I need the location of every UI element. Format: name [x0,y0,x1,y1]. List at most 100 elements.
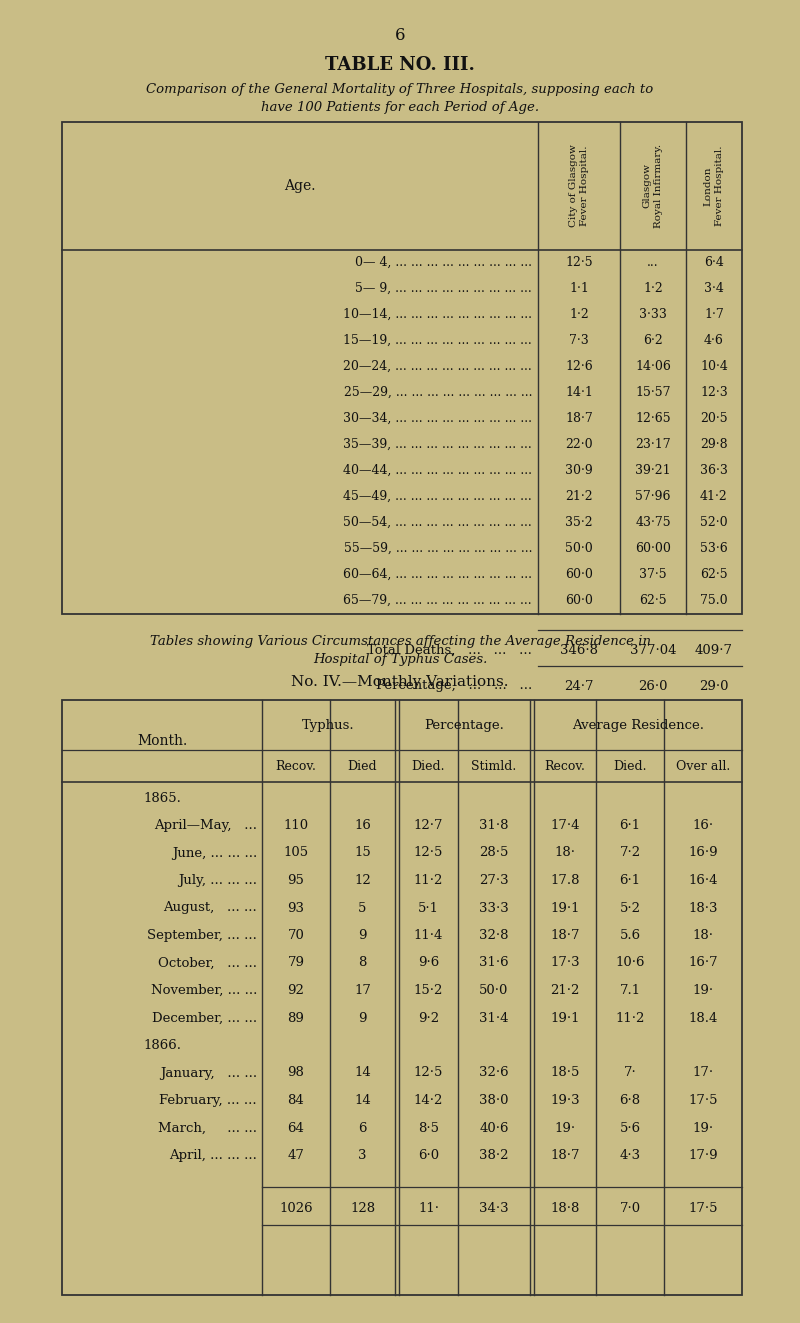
Text: 5: 5 [358,901,366,914]
Text: 50—54, ... ... ... ... ... ... ... ... ...: 50—54, ... ... ... ... ... ... ... ... .… [343,516,532,528]
Text: 19·1: 19·1 [550,901,580,914]
Text: 34·3: 34·3 [479,1203,509,1216]
Text: 17·5: 17·5 [688,1203,718,1216]
Text: 7·: 7· [624,1066,636,1080]
Text: February, ... ...: February, ... ... [159,1094,257,1107]
Text: 29·0: 29·0 [699,680,729,692]
Text: Died.: Died. [412,759,446,773]
Text: Percentage,   ...   ...   ...: Percentage, ... ... ... [376,680,532,692]
Text: 11·2: 11·2 [615,1012,645,1024]
Text: 79: 79 [287,957,305,970]
Text: 8: 8 [358,957,366,970]
Text: June, ... ... ...: June, ... ... ... [172,847,257,860]
Text: 33·3: 33·3 [479,901,509,914]
Text: 31·4: 31·4 [479,1012,509,1024]
Text: 18·7: 18·7 [550,929,580,942]
Text: 89: 89 [287,1012,305,1024]
Text: 16·: 16· [693,819,714,832]
Text: 70: 70 [287,929,305,942]
Text: 53·6: 53·6 [700,541,728,554]
Text: 6: 6 [394,26,406,44]
Text: July, ... ... ...: July, ... ... ... [178,875,257,886]
Text: 6·8: 6·8 [619,1094,641,1107]
Text: 6·0: 6·0 [418,1148,439,1162]
Text: 27·3: 27·3 [479,875,509,886]
Text: October,   ... ...: October, ... ... [158,957,257,970]
Text: 52·0: 52·0 [700,516,728,528]
Bar [62,122,742,614]
Text: 35—39, ... ... ... ... ... ... ... ... ...: 35—39, ... ... ... ... ... ... ... ... .… [343,438,532,451]
Text: 17·3: 17·3 [550,957,580,970]
Text: 105: 105 [283,847,309,860]
Text: 18·5: 18·5 [550,1066,580,1080]
Text: 1866.: 1866. [143,1039,181,1052]
Text: 30—34, ... ... ... ... ... ... ... ... ...: 30—34, ... ... ... ... ... ... ... ... .… [343,411,532,425]
Text: 11·4: 11·4 [414,929,443,942]
Text: 14·06: 14·06 [635,360,671,373]
Text: 36·3: 36·3 [700,463,728,476]
Text: 75.0: 75.0 [700,594,728,606]
Text: 16: 16 [354,819,371,832]
Text: 17·: 17· [693,1066,714,1080]
Text: Total Deaths,   ...   ...   ...: Total Deaths, ... ... ... [367,643,532,656]
Text: 18·: 18· [693,929,714,942]
Text: 93: 93 [287,901,305,914]
Text: 346·8: 346·8 [560,643,598,656]
Text: 29·8: 29·8 [700,438,728,451]
Text: 6: 6 [358,1122,366,1135]
Text: 41·2: 41·2 [700,490,728,503]
Text: Stimld.: Stimld. [471,759,517,773]
Text: 50·0: 50·0 [479,984,509,998]
Text: 26·0: 26·0 [638,680,668,692]
Text: 19·1: 19·1 [550,1012,580,1024]
Text: 1·2: 1·2 [569,307,589,320]
Text: 16·4: 16·4 [688,875,718,886]
Text: 15·57: 15·57 [635,385,670,398]
Text: 1865.: 1865. [143,791,181,804]
Text: Typhus.: Typhus. [302,718,355,732]
Text: 60·0: 60·0 [565,568,593,581]
Text: 38·0: 38·0 [479,1094,509,1107]
Text: 0— 4, ... ... ... ... ... ... ... ... ...: 0— 4, ... ... ... ... ... ... ... ... ..… [355,255,532,269]
Text: 21·2: 21·2 [565,490,593,503]
Text: 8·5: 8·5 [418,1122,439,1135]
Text: 32·8: 32·8 [479,929,509,942]
Text: 1·1: 1·1 [569,282,589,295]
Text: 409·7: 409·7 [695,643,733,656]
Text: 15—19, ... ... ... ... ... ... ... ... ...: 15—19, ... ... ... ... ... ... ... ... .… [343,333,532,347]
Text: 12·5: 12·5 [414,1066,443,1080]
Bar [62,700,742,1295]
Text: 377·04: 377·04 [630,643,676,656]
Text: September, ... ...: September, ... ... [147,929,257,942]
Text: 5— 9, ... ... ... ... ... ... ... ... ...: 5— 9, ... ... ... ... ... ... ... ... ..… [355,282,532,295]
Text: 25—29, ... ... ... ... ... ... ... ... ...: 25—29, ... ... ... ... ... ... ... ... .… [343,385,532,398]
Text: 24·7: 24·7 [564,680,594,692]
Text: 7.1: 7.1 [619,984,641,998]
Text: 18·8: 18·8 [550,1203,580,1216]
Text: 23·17: 23·17 [635,438,671,451]
Text: 6·2: 6·2 [643,333,663,347]
Text: 18·: 18· [554,847,575,860]
Text: City of Glasgow
Fever Hospital.: City of Glasgow Fever Hospital. [569,144,590,228]
Text: 19·3: 19·3 [550,1094,580,1107]
Text: 9·2: 9·2 [418,1012,439,1024]
Text: 31·8: 31·8 [479,819,509,832]
Text: August,   ... ...: August, ... ... [163,901,257,914]
Text: 14·1: 14·1 [565,385,593,398]
Text: 4·3: 4·3 [619,1148,641,1162]
Text: 62·5: 62·5 [639,594,667,606]
Text: 10·4: 10·4 [700,360,728,373]
Text: 12·6: 12·6 [565,360,593,373]
Text: 21·2: 21·2 [550,984,580,998]
Text: 110: 110 [283,819,309,832]
Text: April—May,   ...: April—May, ... [154,819,257,832]
Text: 17·9: 17·9 [688,1148,718,1162]
Text: 50·0: 50·0 [565,541,593,554]
Text: 95: 95 [287,875,305,886]
Text: 20—24, ... ... ... ... ... ... ... ... ...: 20—24, ... ... ... ... ... ... ... ... .… [343,360,532,373]
Text: 1·2: 1·2 [643,282,663,295]
Text: 12·3: 12·3 [700,385,728,398]
Text: 3·4: 3·4 [704,282,724,295]
Text: 19·: 19· [693,984,714,998]
Text: 39·21: 39·21 [635,463,671,476]
